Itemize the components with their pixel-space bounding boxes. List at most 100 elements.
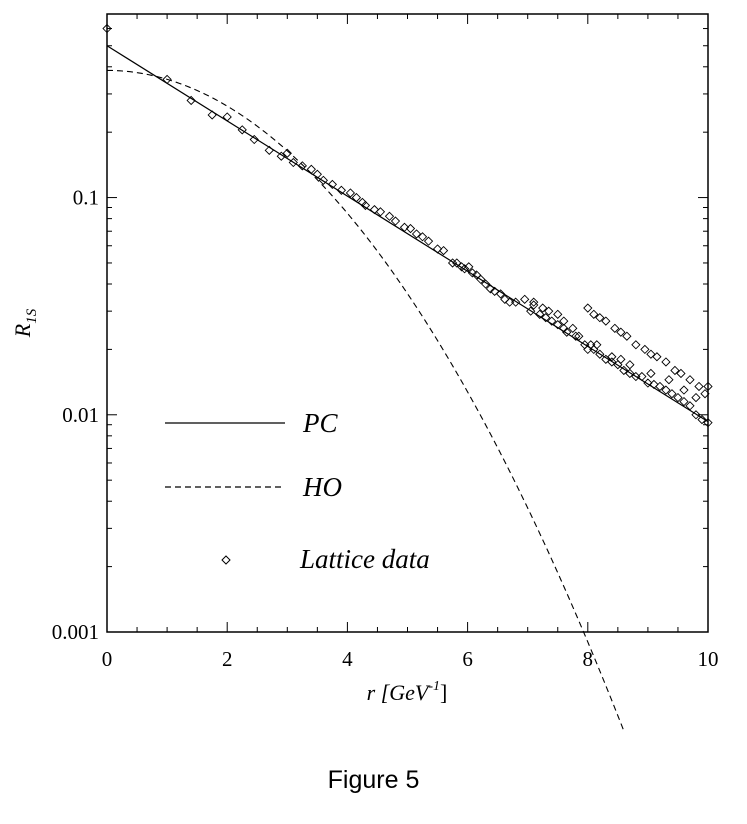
lattice-data-point [544, 306, 554, 316]
lattice-data-point [619, 365, 629, 376]
lattice-data-point [529, 297, 539, 307]
lattice-data-point [390, 216, 401, 226]
legend-label-pc: PC [302, 408, 338, 438]
lattice-data-point [643, 378, 653, 388]
y-axis-title: R1S [10, 308, 40, 338]
series-layer [102, 23, 713, 732]
lattice-data-point [685, 401, 695, 411]
series-pc-line [106, 45, 709, 423]
lattice-data-point [622, 331, 632, 341]
lattice-data-point [405, 223, 416, 234]
lattice-data-point [249, 134, 259, 145]
lattice-data-point [476, 274, 486, 285]
x-tick-label: 8 [583, 647, 594, 671]
axis-ticks [106, 13, 709, 633]
lattice-data-point [700, 389, 710, 399]
tick-labels: 0 2 4 6 8 10 0.001 0.01 0.1 [52, 186, 719, 671]
chart: 0 2 4 6 8 10 0.001 0.01 0.1 r [GeV-1] R1S PC HO … [10, 13, 719, 732]
lattice-data-point [631, 340, 641, 350]
lattice-data-point [375, 207, 386, 217]
lattice-data-point [685, 375, 695, 385]
lattice-data-point [571, 331, 581, 341]
figure-caption: Figure 5 [327, 766, 420, 794]
lattice-data-point [553, 320, 563, 330]
lattice-data-point [583, 344, 593, 355]
lattice-data-point [655, 381, 665, 392]
lattice-data-point [496, 289, 506, 299]
lattice-data-point [505, 297, 515, 307]
lattice-data-point [661, 357, 671, 367]
lattice-data-point [384, 211, 395, 221]
lattice-data-point [351, 192, 362, 203]
lattice-data-point [438, 245, 449, 256]
lattice-data-point [553, 309, 563, 319]
lattice-data-point [697, 414, 707, 425]
legend-swatch-lattice [221, 555, 231, 565]
lattice-data-point [703, 381, 713, 392]
lattice-data-point [595, 349, 605, 359]
lattice-data-point [423, 236, 434, 246]
lattice-data-point [417, 232, 428, 242]
lattice-data-point [607, 352, 617, 362]
lattice-data-point [670, 365, 680, 376]
x-tick-label: 10 [698, 647, 719, 671]
lattice-data-point [574, 331, 584, 341]
legend-label-lattice: Lattice data [299, 544, 430, 574]
lattice-data-point [452, 258, 462, 268]
lattice-data-point [616, 354, 626, 364]
lattice-data-point [679, 396, 689, 407]
lattice-data-point [631, 371, 641, 382]
lattice-data-point [607, 357, 617, 367]
lattice-data-point [467, 268, 478, 278]
lattice-data-point [568, 323, 578, 333]
lattice-data-point [703, 418, 713, 428]
y-tick-label: 0.1 [73, 186, 99, 210]
lattice-data-point [345, 188, 356, 198]
lattice-data-point [664, 375, 674, 385]
lattice-data-point [649, 379, 659, 390]
lattice-data-point [186, 95, 196, 106]
lattice-data-point [336, 185, 347, 195]
lattice-data-point [625, 368, 635, 379]
lattice-data-point [646, 349, 656, 359]
x-tick-label: 6 [462, 647, 473, 671]
lattice-data-point [306, 164, 316, 174]
lattice-data-point [485, 284, 496, 294]
lattice-data-point [327, 179, 338, 190]
lattice-data-point [411, 229, 422, 239]
lattice-data-point [102, 23, 112, 34]
lattice-data-point [162, 74, 172, 85]
lattice-data-point [432, 244, 443, 254]
lattice-data-point [691, 392, 701, 403]
x-axis-title: r [GeV-1] [367, 679, 448, 705]
lattice-data-point [661, 385, 671, 395]
legend: PC HO Lattice data [165, 408, 430, 574]
lattice-data-point [559, 323, 569, 333]
plot-frame [106, 13, 709, 633]
lattice-data-point [541, 313, 551, 323]
lattice-data-point [490, 286, 500, 296]
lattice-data-point [526, 306, 536, 316]
lattice-data-point [207, 110, 217, 120]
lattice-data-point [222, 112, 232, 122]
y-tick-label: 0.001 [52, 620, 99, 644]
lattice-data-point [447, 258, 458, 268]
lattice-data-point [691, 410, 701, 420]
lattice-data-point [318, 175, 328, 186]
lattice-data-point [500, 294, 510, 304]
lattice-data-point [592, 340, 602, 350]
lattice-data-point [616, 327, 626, 337]
lattice-data-point [288, 157, 298, 168]
lattice-data-point [562, 327, 572, 337]
lattice-data-point [640, 344, 650, 355]
lattice-data-point [595, 313, 605, 323]
lattice-data-point [694, 381, 704, 392]
x-tick-label: 2 [222, 647, 233, 671]
x-tick-label: 0 [102, 647, 113, 671]
lattice-data-point [237, 125, 247, 135]
lattice-data-point [369, 204, 380, 215]
lattice-data-point [312, 169, 322, 179]
lattice-data-point [652, 352, 662, 362]
lattice-data-point [399, 222, 410, 232]
lattice-data-point [610, 323, 620, 333]
